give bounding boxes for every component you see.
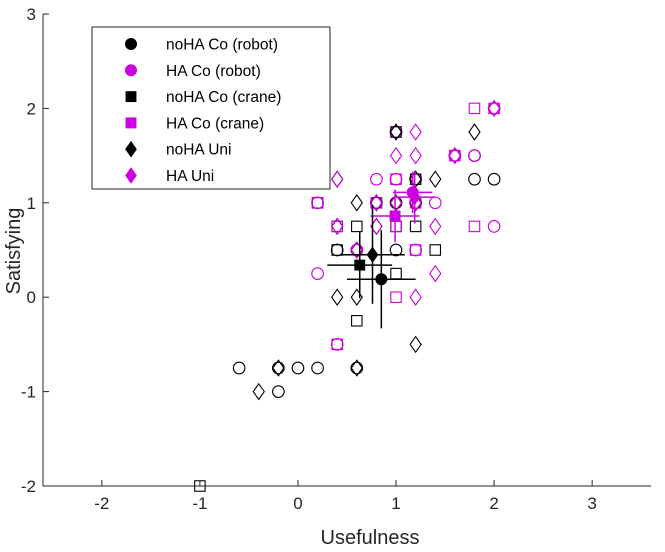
series-2-summary	[327, 232, 393, 299]
data-point	[409, 243, 422, 257]
data-point	[429, 264, 442, 283]
data-point	[291, 361, 305, 375]
data-point	[331, 217, 344, 236]
y-tick-label: 1	[27, 194, 36, 213]
data-point	[370, 194, 383, 212]
data-point	[351, 315, 363, 327]
data-point	[351, 220, 363, 233]
data-point	[409, 244, 422, 256]
mean-marker	[408, 188, 421, 206]
data-point	[468, 149, 481, 162]
axes: -2 -1 0 1 2 3 -2 -1 0 1 2 3	[21, 5, 651, 513]
legend-marker	[125, 91, 137, 103]
data-point	[429, 170, 442, 188]
data-point	[409, 123, 422, 141]
data-point	[389, 172, 403, 186]
data-point	[487, 99, 501, 118]
x-tick-label: 1	[391, 494, 400, 513]
legend-label: HA Co (robot)	[166, 63, 261, 80]
x-axis-label: Usefulness	[321, 527, 420, 549]
data-point	[252, 382, 265, 401]
data-point	[272, 359, 285, 377]
data-point	[468, 123, 481, 141]
data-point	[409, 146, 422, 165]
data-point	[429, 244, 442, 256]
x-tick-label: 2	[489, 494, 498, 513]
legend-item: HA Uni	[125, 167, 214, 185]
legend-label: noHA Co (robot)	[166, 37, 278, 54]
legend-label: noHA Co (crane)	[166, 89, 281, 106]
mean-marker	[366, 246, 379, 264]
data-point	[448, 146, 462, 165]
y-tick-label: 3	[27, 5, 36, 24]
data-point	[390, 291, 402, 303]
data-point	[311, 197, 324, 209]
mean-marker	[354, 259, 366, 271]
data-point	[350, 359, 363, 377]
x-tick-label: 3	[587, 494, 596, 513]
legend-marker	[125, 167, 137, 184]
series-5-summary	[394, 170, 436, 224]
mean-marker	[375, 273, 388, 286]
data-point	[389, 243, 403, 257]
data-point	[330, 243, 344, 257]
legend-box	[91, 26, 331, 190]
data-point	[331, 288, 344, 306]
y-tick-label: -1	[21, 383, 36, 402]
legend-label: HA Co (crane)	[166, 115, 264, 132]
x-tick-label: 0	[293, 494, 302, 513]
legend-item: noHA Uni	[125, 140, 231, 159]
x-tick-label: -1	[192, 494, 207, 513]
data-point	[409, 288, 422, 306]
data-point	[311, 361, 324, 375]
data-point	[331, 338, 343, 351]
mean-marker	[389, 210, 401, 222]
data-point	[272, 385, 285, 398]
data-point	[429, 217, 442, 236]
legend-label: HA Uni	[166, 168, 214, 185]
data-marks	[194, 99, 501, 492]
legend-label: noHA Uni	[166, 142, 231, 159]
data-point	[487, 172, 501, 186]
legend-marker	[125, 38, 137, 50]
data-point	[468, 172, 481, 186]
legend-item: noHA Co (crane)	[125, 89, 281, 106]
data-point	[331, 244, 343, 256]
data-point	[370, 172, 383, 186]
y-tick-label: -2	[21, 477, 36, 496]
y-tick-label: 2	[27, 99, 36, 118]
data-point	[389, 146, 403, 165]
data-point	[409, 220, 422, 233]
series-4-summary	[340, 205, 405, 304]
data-point	[331, 170, 344, 188]
y-tick-label: 0	[27, 288, 36, 307]
y-axis-label: Satisfying	[3, 208, 25, 295]
data-point	[232, 361, 246, 375]
legend-marker	[125, 140, 137, 158]
x-tick-label: -2	[94, 494, 109, 513]
data-point	[311, 196, 324, 210]
data-point	[409, 335, 422, 354]
legend-marker	[125, 117, 137, 129]
series-3-summary	[370, 189, 420, 243]
series-0-summary	[347, 230, 416, 329]
legend-marker	[125, 64, 137, 77]
data-point	[311, 267, 324, 280]
data-point	[468, 220, 481, 233]
legend-item: HA Co (robot)	[125, 63, 261, 80]
legend: noHA Co (robot) HA Co (robot) noHA Co (cra…	[91, 26, 331, 190]
data-point	[330, 338, 344, 351]
legend-item: noHA Co (robot)	[125, 37, 278, 54]
data-point	[468, 102, 481, 115]
data-point	[389, 123, 403, 141]
data-point	[350, 194, 363, 212]
data-point	[390, 173, 402, 185]
legend-item: HA Co (crane)	[125, 115, 264, 132]
data-point	[487, 220, 501, 233]
